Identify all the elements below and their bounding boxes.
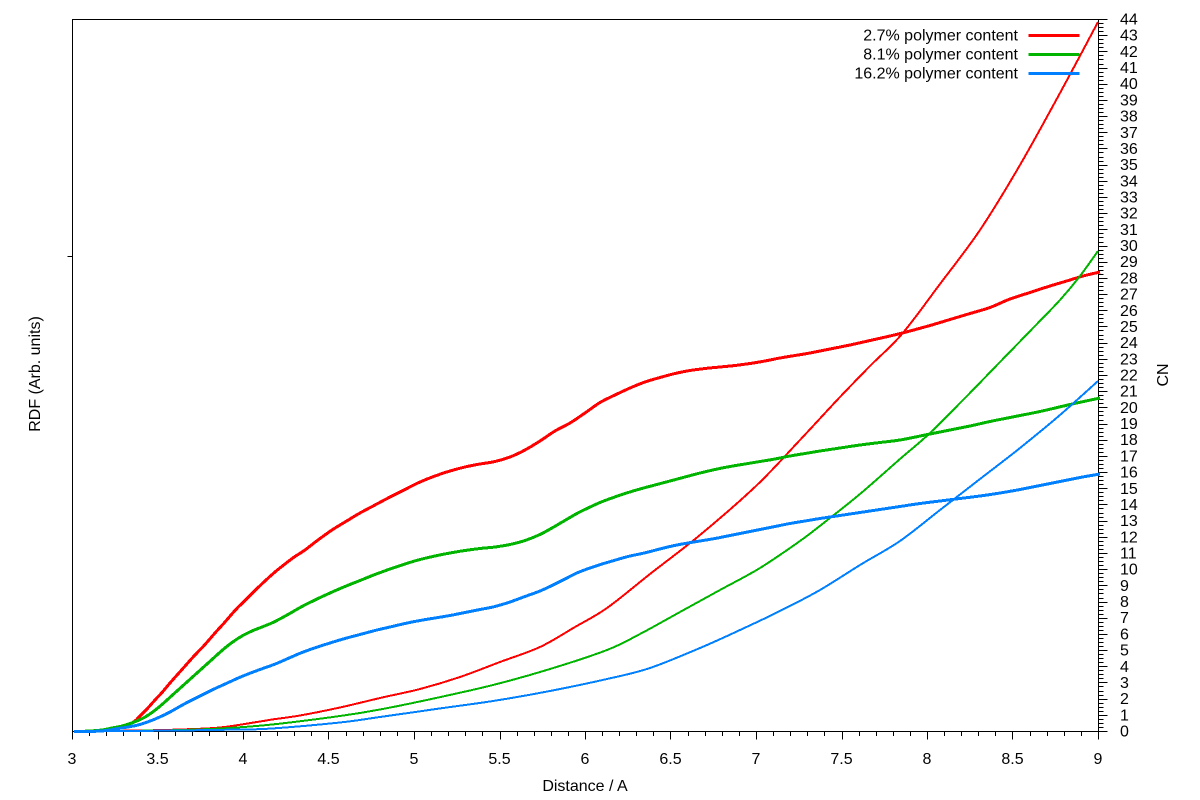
- svg-text:27: 27: [1120, 287, 1138, 304]
- svg-text:35: 35: [1120, 157, 1138, 174]
- svg-text:8: 8: [923, 751, 932, 768]
- svg-text:34: 34: [1120, 173, 1138, 190]
- svg-text:RDF (Arb. units): RDF (Arb. units): [27, 316, 44, 432]
- svg-text:24: 24: [1120, 335, 1138, 352]
- svg-text:10: 10: [1120, 562, 1138, 579]
- svg-text:19: 19: [1120, 416, 1138, 433]
- svg-text:4: 4: [1120, 659, 1129, 676]
- svg-text:8.1% polymer content: 8.1% polymer content: [863, 47, 1018, 64]
- svg-text:16: 16: [1120, 465, 1138, 482]
- svg-text:9: 9: [1120, 578, 1129, 595]
- svg-text:31: 31: [1120, 222, 1138, 239]
- svg-text:12: 12: [1120, 529, 1138, 546]
- svg-text:21: 21: [1120, 384, 1138, 401]
- svg-text:39: 39: [1120, 92, 1138, 109]
- svg-text:14: 14: [1120, 497, 1138, 514]
- svg-text:13: 13: [1120, 513, 1138, 530]
- svg-text:32: 32: [1120, 206, 1138, 223]
- svg-text:28: 28: [1120, 270, 1138, 287]
- svg-text:4: 4: [239, 751, 248, 768]
- svg-text:2.7% polymer content: 2.7% polymer content: [863, 28, 1018, 45]
- svg-text:38: 38: [1120, 109, 1138, 126]
- svg-text:3: 3: [68, 751, 77, 768]
- svg-text:44: 44: [1120, 12, 1138, 29]
- svg-text:6.5: 6.5: [659, 751, 681, 768]
- svg-text:41: 41: [1120, 60, 1138, 77]
- svg-text:Distance / A: Distance / A: [542, 778, 628, 795]
- svg-text:7.5: 7.5: [830, 751, 852, 768]
- svg-text:5.5: 5.5: [488, 751, 510, 768]
- svg-text:CN: CN: [1155, 363, 1172, 386]
- svg-text:1: 1: [1120, 707, 1129, 724]
- svg-text:9: 9: [1094, 751, 1103, 768]
- svg-text:20: 20: [1120, 400, 1138, 417]
- svg-text:5: 5: [1120, 643, 1129, 660]
- svg-text:18: 18: [1120, 432, 1138, 449]
- svg-text:16.2% polymer content: 16.2% polymer content: [854, 66, 1018, 83]
- svg-text:29: 29: [1120, 254, 1138, 271]
- svg-text:43: 43: [1120, 28, 1138, 45]
- svg-text:30: 30: [1120, 238, 1138, 255]
- svg-text:15: 15: [1120, 481, 1138, 498]
- svg-text:3.5: 3.5: [146, 751, 168, 768]
- svg-text:33: 33: [1120, 190, 1138, 207]
- svg-text:7: 7: [1120, 610, 1129, 627]
- svg-text:4.5: 4.5: [317, 751, 339, 768]
- svg-text:6: 6: [581, 751, 590, 768]
- svg-text:6: 6: [1120, 626, 1129, 643]
- svg-text:5: 5: [410, 751, 419, 768]
- svg-text:40: 40: [1120, 76, 1138, 93]
- svg-text:11: 11: [1120, 546, 1137, 563]
- svg-text:8: 8: [1120, 594, 1129, 611]
- svg-text:3: 3: [1120, 675, 1129, 692]
- svg-text:17: 17: [1120, 448, 1138, 465]
- svg-text:8.5: 8.5: [1001, 751, 1023, 768]
- svg-text:37: 37: [1120, 125, 1138, 142]
- svg-text:23: 23: [1120, 351, 1138, 368]
- svg-text:0: 0: [1120, 724, 1129, 741]
- svg-text:42: 42: [1120, 44, 1138, 61]
- svg-text:2: 2: [1120, 691, 1129, 708]
- svg-text:36: 36: [1120, 141, 1138, 158]
- svg-text:26: 26: [1120, 303, 1138, 320]
- svg-text:25: 25: [1120, 319, 1138, 336]
- svg-text:22: 22: [1120, 368, 1138, 385]
- svg-text:7: 7: [752, 751, 761, 768]
